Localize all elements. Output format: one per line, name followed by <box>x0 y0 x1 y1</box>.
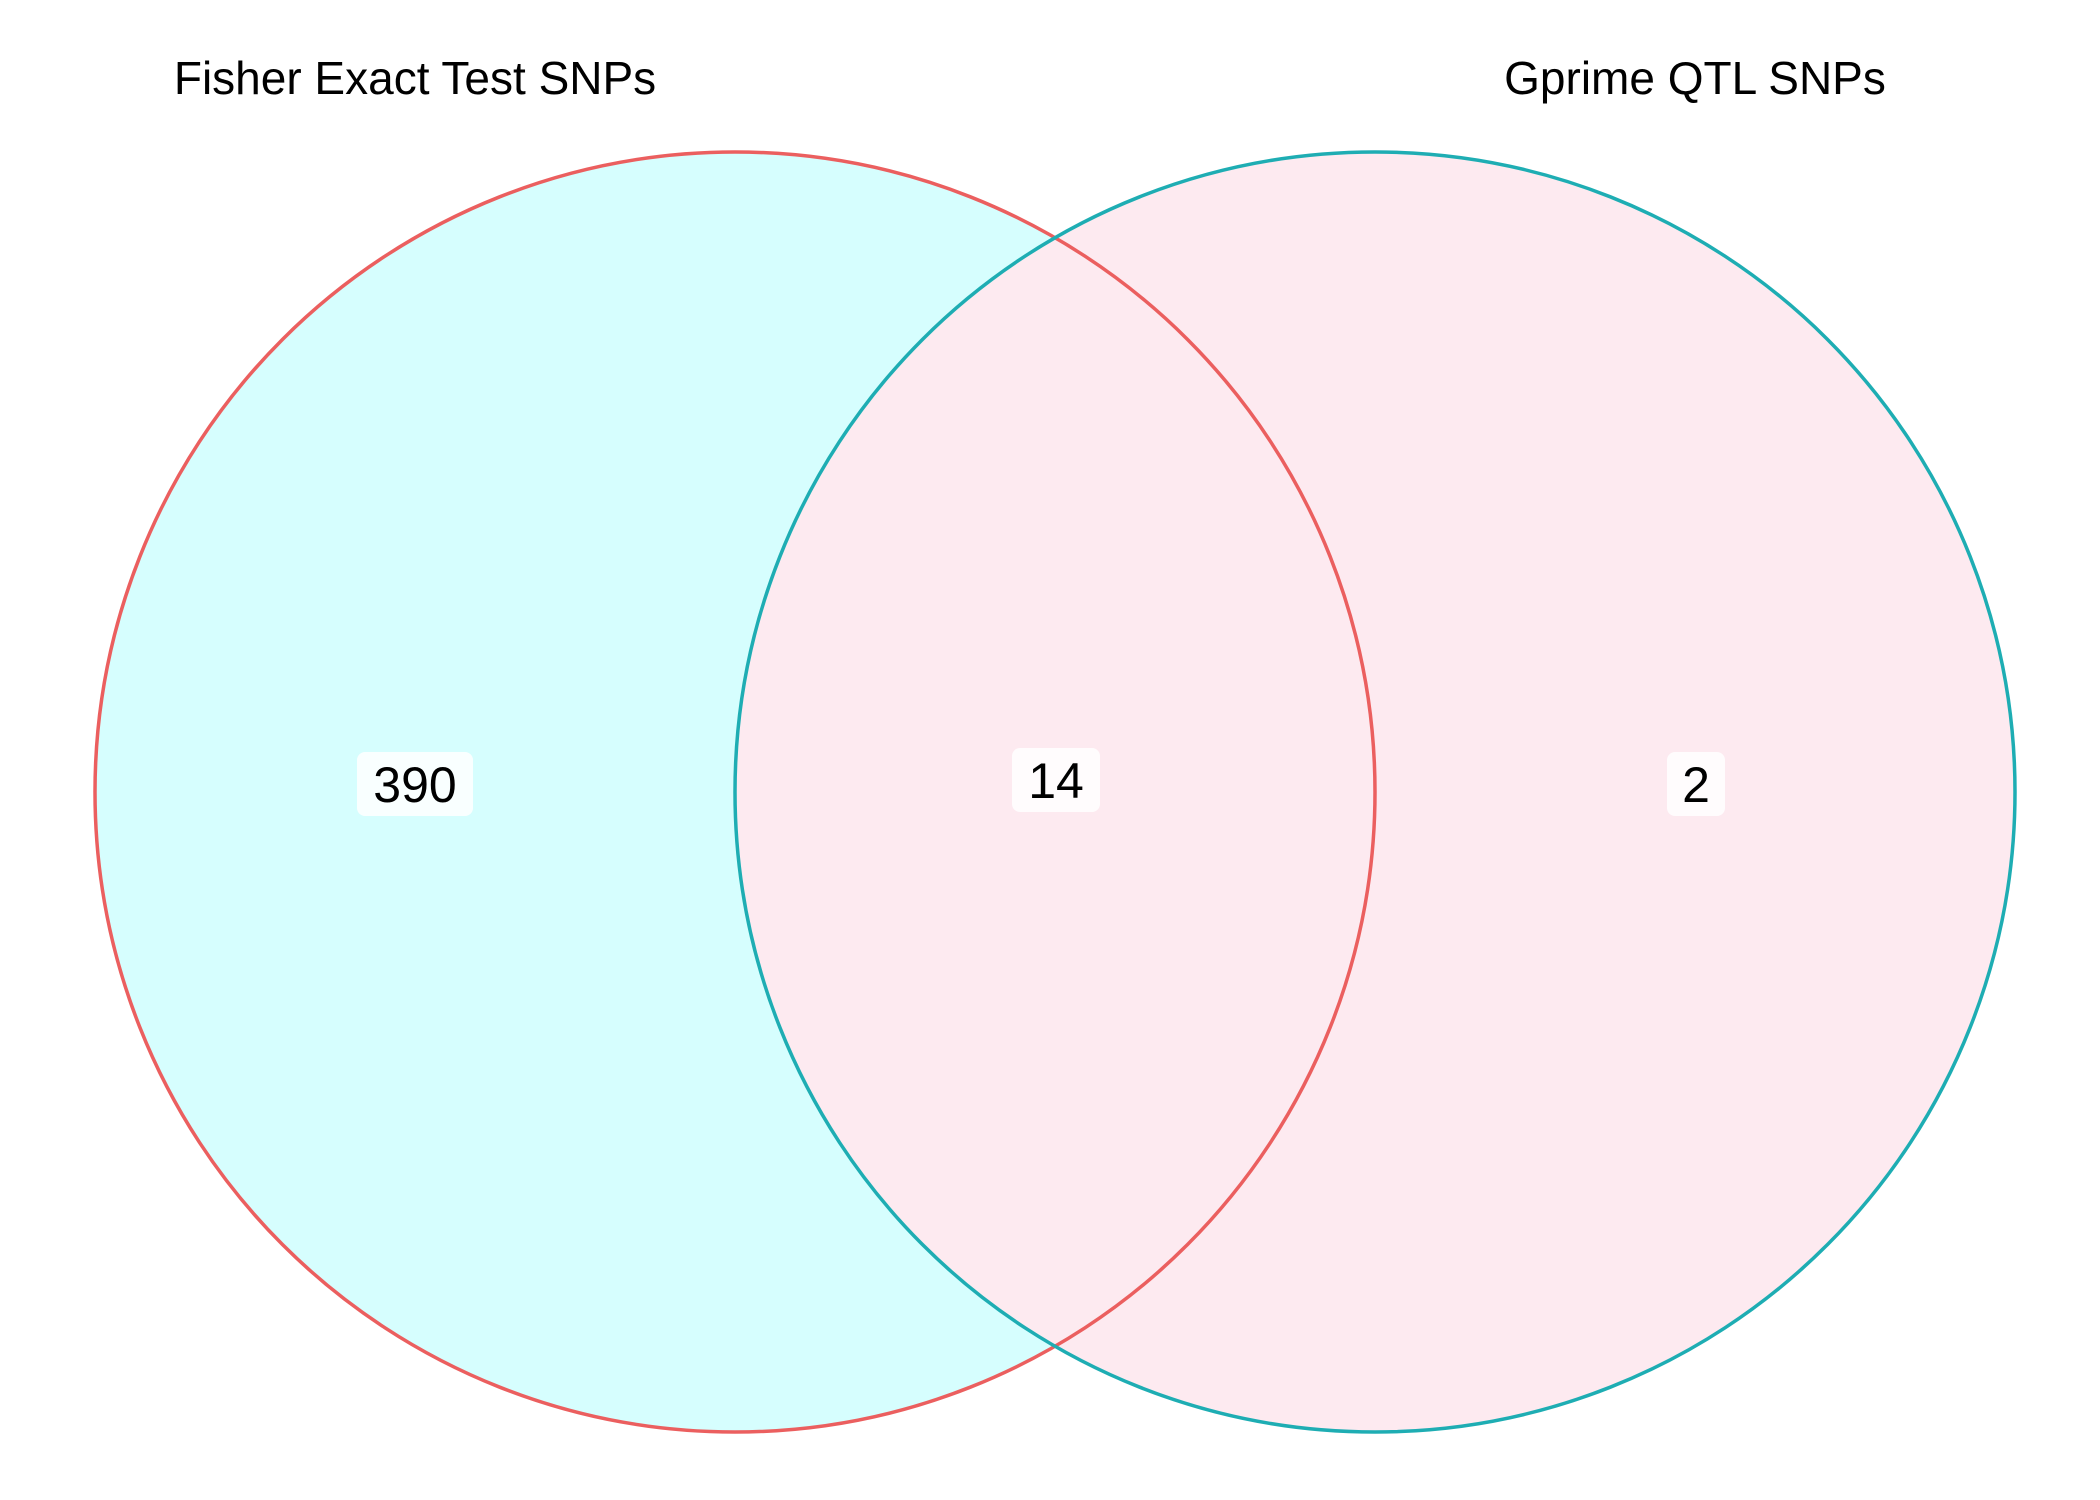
region-intersection: 14 <box>1012 748 1100 812</box>
region-intersection-label-box <box>1012 748 1100 812</box>
set-b-circle <box>733 150 2017 1434</box>
region-intersection-count: 14 <box>1028 753 1084 809</box>
region-a-only: 390 <box>357 752 473 816</box>
region-a-only-label-box <box>357 752 473 816</box>
set-a-circle <box>93 150 1377 1434</box>
region-b-only-label-box <box>1667 752 1725 816</box>
set-a-title: Fisher Exact Test SNPs <box>174 52 656 104</box>
region-b-only: 2 <box>1667 752 1725 816</box>
set-b-title: Gprime QTL SNPs <box>1504 52 1886 104</box>
region-b-only-count: 2 <box>1682 757 1710 813</box>
region-a-only-count: 390 <box>373 757 456 813</box>
